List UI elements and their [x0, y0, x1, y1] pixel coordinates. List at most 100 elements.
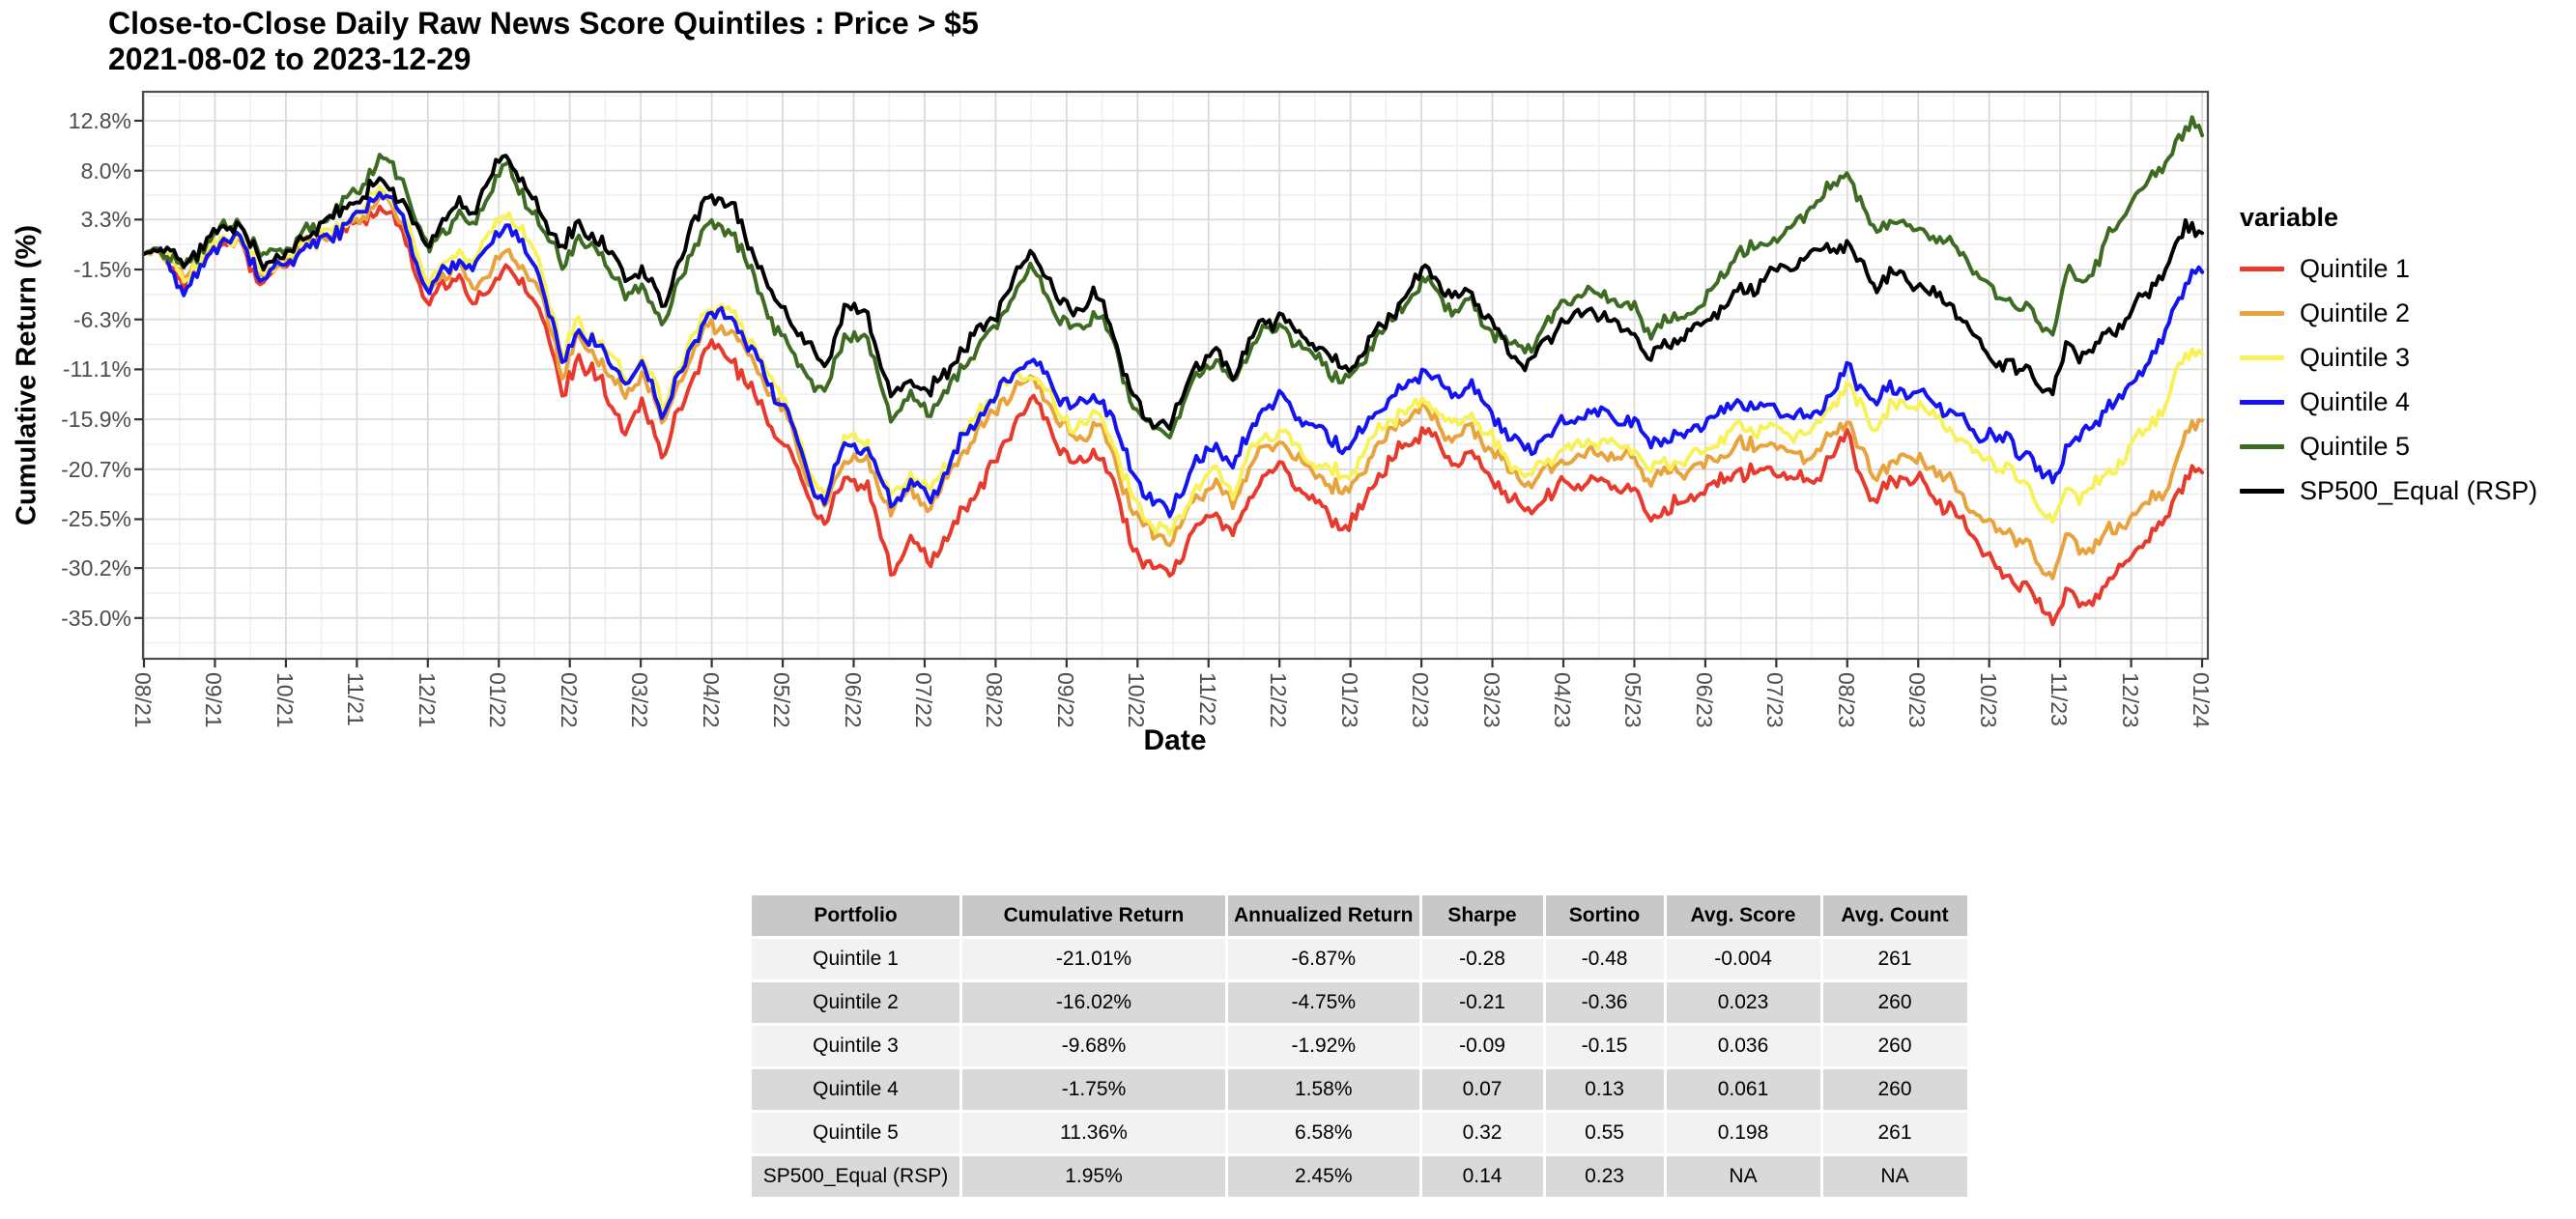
- table-cell: -6.87%: [1228, 939, 1419, 979]
- table-cell: 261: [1822, 1113, 1967, 1153]
- x-tick-label: 01/23: [1336, 672, 1362, 728]
- table-cell: 1.58%: [1228, 1069, 1419, 1110]
- table-cell: Quintile 1: [752, 939, 959, 979]
- table-cell: -0.48: [1545, 939, 1664, 979]
- table-cell: NA: [1822, 1156, 1967, 1197]
- table-cell: 0.13: [1545, 1069, 1664, 1110]
- legend-line-swatch: [2240, 443, 2284, 449]
- table-cell: -0.21: [1421, 982, 1543, 1023]
- x-tick-label: 02/22: [556, 672, 582, 728]
- x-tick-label: 03/22: [627, 672, 653, 728]
- legend-line-swatch: [2240, 488, 2284, 494]
- legend-item: Quintile 5: [2240, 424, 2537, 468]
- table-row: Quintile 2 -16.02% -4.75% -0.21 -0.36 0.023 26…: [752, 982, 1967, 1023]
- table-cell: -4.75%: [1228, 982, 1419, 1023]
- table-cell: 0.14: [1421, 1156, 1543, 1197]
- y-tick-label: -15.9%: [61, 407, 131, 433]
- table-header-cell: Avg. Count: [1822, 895, 1967, 936]
- table-cell: 0.023: [1666, 982, 1820, 1023]
- x-tick-label: 02/23: [1408, 672, 1434, 728]
- x-tick-label: 12/23: [2117, 672, 2143, 728]
- table-cell: 0.07: [1421, 1069, 1543, 1110]
- x-tick-label: 08/23: [1833, 672, 1859, 728]
- table-row: Quintile 5 11.36% 6.58% 0.32 0.55 0.198 261: [752, 1113, 1967, 1153]
- y-tick-label: -11.1%: [62, 356, 131, 383]
- legend-item: Quintile 2: [2240, 291, 2537, 335]
- table-row: SP500_Equal (RSP) 1.95% 2.45% 0.14 0.23 NA NA: [752, 1156, 1967, 1197]
- legend-item-label: Quintile 4: [2300, 386, 2411, 416]
- x-tick-label: 10/23: [1975, 672, 2001, 728]
- x-tick-label: 12/22: [1266, 672, 1292, 728]
- table-cell: -16.02%: [962, 982, 1225, 1023]
- table-cell: 1.95%: [962, 1156, 1225, 1197]
- table-header-cell: Avg. Score: [1666, 895, 1820, 936]
- table-cell: 0.55: [1545, 1113, 1664, 1153]
- x-axis-title: Date: [1143, 724, 1207, 756]
- legend-items: Quintile 1 Quintile 2 Quintile 3 Quintile 4…: [2240, 246, 2537, 513]
- series-line-quintile-1: [142, 204, 2205, 627]
- table-cell: 0.32: [1421, 1113, 1543, 1153]
- legend-item-label: Quintile 3: [2300, 342, 2411, 372]
- series-line-quintile-3: [142, 184, 2205, 537]
- x-tick-label: 05/23: [1620, 672, 1646, 728]
- table-header-cell: Cumulative Return: [962, 895, 1225, 936]
- table-cell: 0.23: [1545, 1156, 1664, 1197]
- table-header-cell: Sortino: [1545, 895, 1664, 936]
- x-tick-label: 10/22: [1124, 672, 1150, 728]
- series-line-quintile-2: [142, 195, 2205, 581]
- table-cell: -0.28: [1421, 939, 1543, 979]
- x-tick-label: 07/23: [1762, 672, 1789, 728]
- x-tick-label: 04/23: [1550, 672, 1575, 728]
- x-tick-label: 12/21: [414, 672, 440, 728]
- table-cell: 260: [1822, 1069, 1967, 1110]
- legend-item: SP500_Equal (RSP): [2240, 468, 2537, 513]
- x-tick-label: 01/24: [2189, 672, 2215, 728]
- series-line-sp500-equal-rsp-: [142, 154, 2205, 432]
- table-cell: -0.09: [1421, 1026, 1543, 1066]
- plot-panel: [143, 92, 2208, 659]
- table-cell: 2.45%: [1228, 1156, 1419, 1197]
- y-tick-label: 12.8%: [68, 108, 131, 133]
- table-cell: -0.15: [1545, 1026, 1664, 1066]
- table-header-cell: Portfolio: [752, 895, 959, 936]
- table-cell: -0.36: [1545, 982, 1664, 1023]
- table-cell: 260: [1822, 1026, 1967, 1066]
- x-tick-label: 09/23: [1904, 672, 1931, 728]
- table-cell: -1.92%: [1228, 1026, 1419, 1066]
- legend-line-swatch: [2240, 310, 2284, 316]
- x-tick-label: 08/22: [982, 672, 1008, 728]
- stats-table-container: Portfolio Cumulative Return Annualized Ret…: [749, 893, 1970, 1200]
- x-tick-label: 01/22: [485, 672, 511, 728]
- x-tick-label: 06/23: [1691, 672, 1717, 728]
- line-chart: [134, 90, 2210, 667]
- x-tick-label: 11/22: [1194, 672, 1220, 726]
- y-tick-label: -35.0%: [61, 605, 131, 631]
- legend-item: Quintile 1: [2240, 246, 2537, 291]
- x-tick-label: 03/23: [1478, 672, 1504, 728]
- table-row: Quintile 3 -9.68% -1.92% -0.09 -0.15 0.036 260: [752, 1026, 1967, 1066]
- legend-item: Quintile 3: [2240, 335, 2537, 380]
- table-cell: Quintile 3: [752, 1026, 959, 1066]
- y-tick-label: -25.5%: [61, 506, 131, 532]
- table-cell: 11.36%: [962, 1113, 1225, 1153]
- legend-line-swatch: [2240, 266, 2284, 271]
- x-tick-label: 06/22: [840, 672, 866, 728]
- x-tick-label: 05/22: [769, 672, 795, 728]
- table-cell: -0.004: [1666, 939, 1820, 979]
- legend-item-label: Quintile 2: [2300, 298, 2411, 327]
- y-tick-label: 8.0%: [80, 157, 131, 184]
- table-header-cell: Sharpe: [1421, 895, 1543, 936]
- x-tick-label: 10/21: [272, 672, 298, 728]
- x-tick-label: 07/22: [910, 672, 936, 728]
- table-cell: 0.061: [1666, 1069, 1820, 1110]
- x-tick-label: 11/23: [2046, 672, 2073, 726]
- table-row: Quintile 4 -1.75% 1.58% 0.07 0.13 0.061 260: [752, 1069, 1967, 1110]
- legend-line-swatch: [2240, 354, 2284, 360]
- x-tick-label: 08/21: [130, 672, 156, 728]
- legend-item-label: Quintile 5: [2300, 431, 2411, 461]
- table-cell: 0.036: [1666, 1026, 1820, 1066]
- legend-title: variable: [2240, 203, 2339, 232]
- x-tick-label: 09/22: [1052, 672, 1078, 728]
- y-tick-label: -30.2%: [61, 555, 131, 581]
